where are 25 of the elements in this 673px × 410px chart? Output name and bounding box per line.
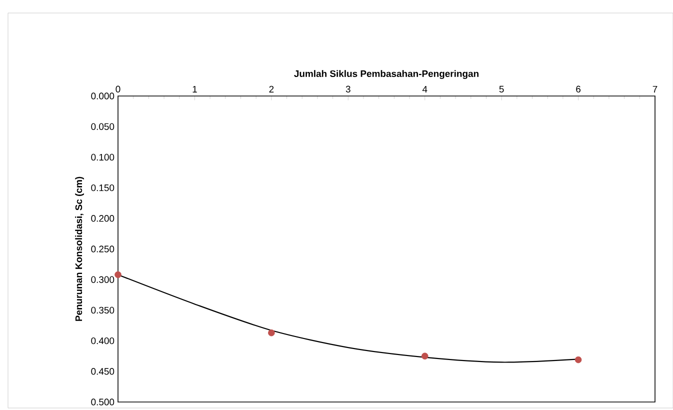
y-tick-label: 0.300	[91, 276, 114, 283]
point	[421, 352, 428, 360]
x-tick-label: 3	[346, 86, 350, 92]
x-tick-label: 2	[269, 86, 274, 92]
point	[268, 329, 275, 336]
y-tick-label: 0.350	[91, 306, 114, 314]
y-tick-label: 0.000	[91, 92, 114, 100]
x-tick-label: 0	[116, 86, 120, 92]
x-tick-label: 6	[576, 86, 581, 92]
x-tick-label: 5	[499, 86, 504, 92]
y-tick-label: 0.100	[91, 154, 114, 161]
x-tick-label: 4	[422, 86, 428, 92]
y-tick-label: 0.050	[91, 123, 114, 130]
point	[574, 356, 582, 364]
y-tick-label: 0.150	[91, 184, 114, 192]
x-tick-label: 7	[652, 86, 658, 92]
x-axis-title: Jumlah Siklus Pembasahan-Pengeringan	[294, 70, 478, 79]
y-tick-label: 0.500	[91, 398, 114, 406]
y-tick-label: 0.250	[91, 246, 114, 252]
point	[114, 271, 122, 278]
y-axis-title: Penurunan Konsolidasi, Sc (cm)	[75, 176, 84, 321]
x-tick-label: 1	[192, 86, 197, 92]
y-tick-label: 0.400	[91, 337, 114, 344]
y-tick-label: 0.200	[91, 215, 114, 222]
y-tick-label: 0.450	[91, 368, 114, 375]
